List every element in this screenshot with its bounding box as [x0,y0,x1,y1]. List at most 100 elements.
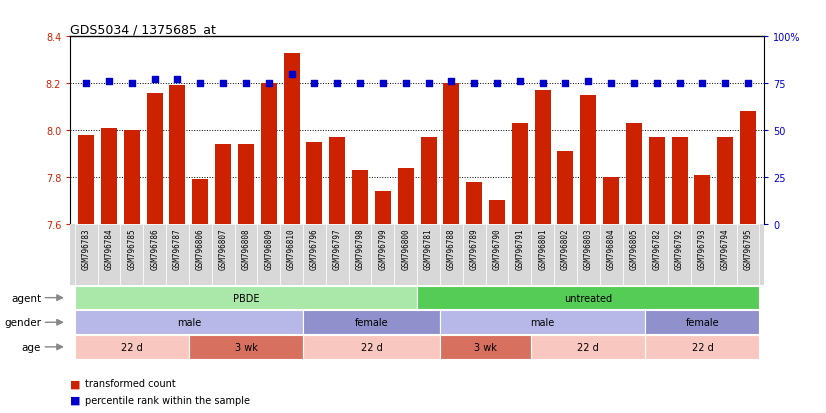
Point [148,77,161,83]
Text: GSM796805: GSM796805 [629,227,638,269]
Text: GSM796801: GSM796801 [539,227,547,269]
Bar [420,138,436,224]
Bar [600,224,623,286]
Point [605,81,618,87]
Point [354,81,367,87]
Bar [623,224,645,286]
Bar [75,335,189,359]
Bar [75,286,417,310]
Point [308,81,321,87]
Text: GSM796787: GSM796787 [173,227,182,269]
Point [695,81,709,87]
Bar [303,311,440,334]
Bar [440,335,531,359]
Bar [303,224,325,286]
Text: GSM796809: GSM796809 [264,227,273,269]
Bar [143,224,166,286]
Text: GSM796790: GSM796790 [492,227,501,269]
Bar [215,145,231,224]
Text: 22 d: 22 d [361,342,382,352]
Bar [463,224,486,286]
Bar [440,311,645,334]
Text: GSM796803: GSM796803 [584,227,593,269]
Text: age: age [21,342,41,352]
Text: GSM796783: GSM796783 [82,227,91,269]
Bar [645,224,668,286]
Bar [581,96,596,224]
Bar [121,224,143,286]
Bar [303,335,440,359]
Text: ■: ■ [70,395,81,405]
Point [193,81,206,87]
Point [559,81,572,87]
Bar [534,91,551,224]
Bar [147,93,163,224]
Bar [512,124,528,224]
Text: GSM796793: GSM796793 [698,227,707,269]
Point [650,81,663,87]
Point [102,79,116,85]
Text: male: male [177,318,201,328]
Text: GSM796802: GSM796802 [561,227,570,269]
Bar [691,224,714,286]
Bar [258,224,280,286]
Point [673,81,686,87]
Bar [261,84,277,224]
Point [171,77,184,83]
Bar [75,311,303,334]
Bar [192,180,208,224]
Bar [509,224,531,286]
Point [240,81,253,87]
Text: GSM796786: GSM796786 [150,227,159,269]
Bar [440,224,463,286]
Text: GSM796800: GSM796800 [401,227,411,269]
Point [262,81,275,87]
Text: male: male [530,318,555,328]
Point [582,79,595,85]
Bar [489,201,505,224]
Bar [417,286,759,310]
Bar [211,224,235,286]
Bar [645,335,759,359]
Point [126,81,139,87]
Point [468,81,481,87]
Text: GSM796789: GSM796789 [470,227,479,269]
Point [536,81,549,87]
Bar [169,86,186,224]
Bar [417,224,440,286]
Bar [97,224,121,286]
Text: 3 wk: 3 wk [474,342,497,352]
Text: GSM796784: GSM796784 [105,227,113,269]
Text: GSM796798: GSM796798 [355,227,364,269]
Text: ■: ■ [70,378,81,388]
Text: GSM796794: GSM796794 [721,227,729,269]
Bar [695,175,710,224]
Point [444,79,458,85]
Bar [737,224,759,286]
Bar [238,145,254,224]
Bar [189,335,303,359]
Text: percentile rank within the sample: percentile rank within the sample [85,395,250,405]
Text: gender: gender [4,318,41,328]
Text: GDS5034 / 1375685_at: GDS5034 / 1375685_at [70,23,216,36]
Point [330,81,344,87]
Bar [558,152,573,224]
Bar [372,224,394,286]
Text: 22 d: 22 d [577,342,599,352]
Bar [531,224,554,286]
Bar [235,224,258,286]
Bar [714,224,737,286]
Point [422,81,435,87]
Point [79,81,93,87]
Bar [325,224,349,286]
Bar [330,138,345,224]
Bar [78,135,94,224]
Text: GSM796799: GSM796799 [378,227,387,269]
Bar [626,124,642,224]
Bar [166,224,189,286]
Bar [283,54,300,224]
Point [216,81,230,87]
Point [285,71,298,78]
Bar [577,224,600,286]
Point [399,81,412,87]
